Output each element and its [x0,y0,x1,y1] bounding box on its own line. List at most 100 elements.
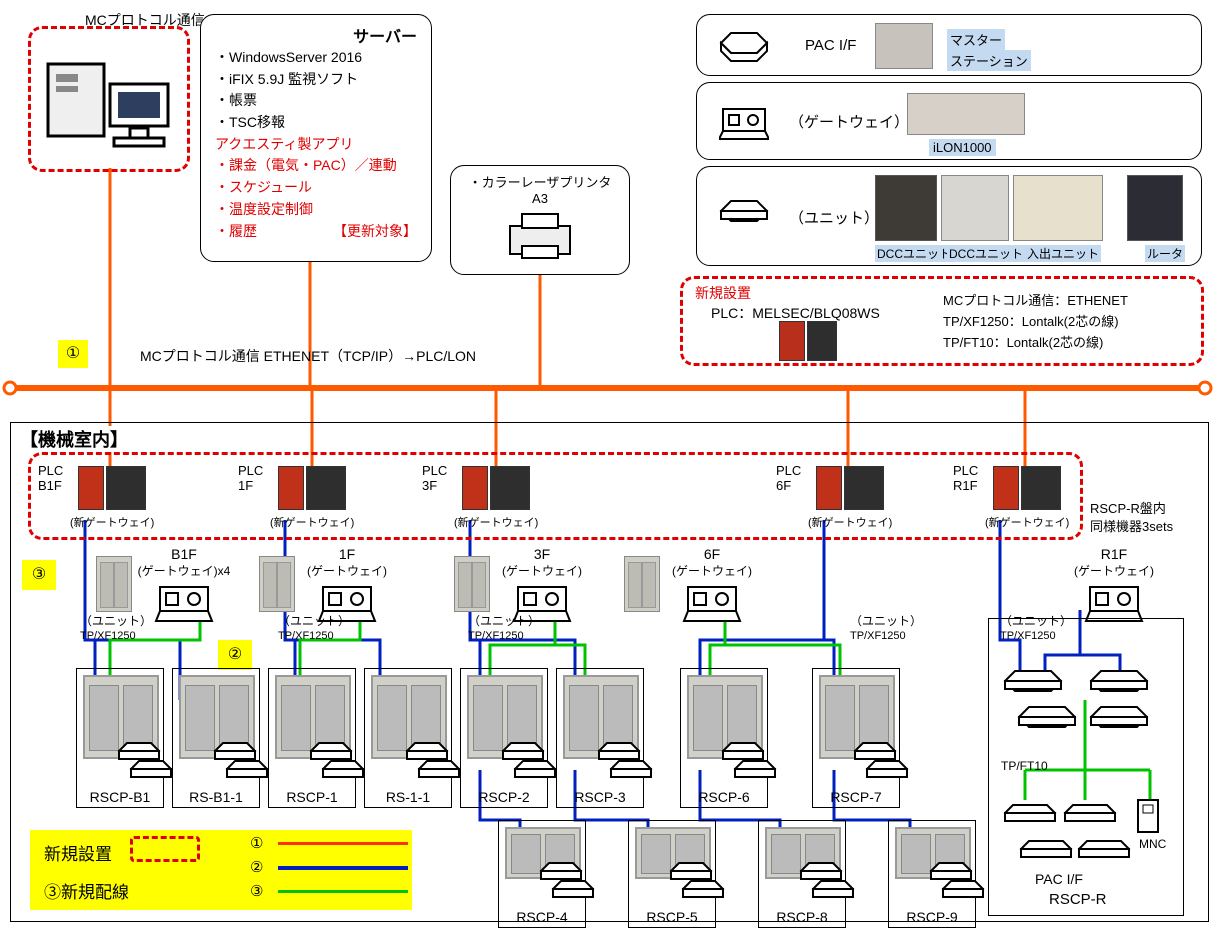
newplc-box: 新規設置 PLC：MELSEC/BLQ08WS MCプロトコル通信：ETHENE… [680,276,1204,366]
unit-lab-2: 入出ユニット [1025,245,1101,262]
server-box: サーバー ・WindowsServer 2016 ・iFIX 5.9J 監視ソフ… [200,14,432,262]
marker-3: ③ [22,560,56,590]
unitlab-1: （ユニット）TP/XF1250 [278,614,350,644]
unit-title: （ユニット） [789,207,879,228]
unit-photo-3 [1127,175,1183,241]
gw-photo-3 [624,556,660,612]
srv-r3: ・温度設定制御 [215,199,417,221]
protocol-line: MCプロトコル通信 ETHENET（TCP/IP）→PLC/LON [140,346,476,366]
legend-line-2 [278,866,408,870]
unitlab-2: （ユニット）TP/XF1250 [468,614,540,644]
rscp-r-unit-1 [1003,667,1063,699]
pacif-title: PAC I/F [805,37,856,54]
gateway-sub: iLON1000 [929,139,996,156]
plc-2: PLC 3F (新ゲートウェイ) [462,460,552,536]
panel-RS-1-1: RS-1-1 [364,668,452,808]
legend-dash-sample [130,836,200,862]
pacif-m1: ステーション [947,50,1031,71]
plc-1: PLC 1F (新ゲートウェイ) [278,460,368,536]
unit-photo-2 [1013,175,1103,241]
printer-box: ・カラーレーザプリンタ A3 [450,165,630,275]
unitlab-3: （ユニット）TP/XF1250 [850,614,922,644]
panel-RSCP-2: RSCP-2 [460,668,548,808]
legend-line-3 [278,890,408,893]
panel-RSCP-4: RSCP-4 [498,820,586,928]
printer-l2: A3 [451,191,629,206]
rscp-r-pacif: PAC I/F [1035,871,1083,887]
gateway-0: B1F (ゲートウェイ)x4 [134,546,234,623]
unit-box: （ユニット） DCCユニット DCCユニット 入出ユニット ルータ [696,166,1202,266]
unitlab-0: （ユニット）TP/XF1250 [80,614,152,644]
rscp-r-mnc-icon [1135,797,1161,835]
gateway-box: （ゲートウェイ） iLON1000 [696,82,1202,160]
legend-new: 新規設置 [44,840,112,865]
computer-label: MCプロトコル通信 [85,10,205,30]
printer-icon [500,208,580,263]
plc-0: PLC B1F (新ゲートウェイ) [78,460,168,536]
panel-RS-B1-1: RS-B1-1 [172,668,260,808]
plc-4: PLC R1F (新ゲートウェイ) [993,460,1083,536]
unit-photo-1 [941,175,1009,241]
srv-l1: ・iFIX 5.9J 監視ソフト [215,69,417,91]
unit-photo-0 [875,175,937,241]
gateway-1: 1F (ゲートウェイ) [297,546,397,623]
panel-RSCP-3: RSCP-3 [556,668,644,808]
rscp-r-unit-4 [1089,703,1149,735]
newplc-header: 新規設置 [695,283,751,303]
gateway-3: 6F (ゲートウェイ) [662,546,762,623]
rscp-r-dev-c [1019,837,1073,867]
panel-RSCP-7: RSCP-7 [812,668,900,808]
unit-lab-0: DCCユニット [875,245,953,262]
gateway-title: （ゲートウェイ） [789,111,909,132]
newplc-r2: TP/FT10：Lontalk(2芯の線) [943,333,1128,354]
rscp-r-label: RSCP-R [1049,891,1107,908]
legend-box: 新規設置 ③新規配線 ① ② ③ [30,830,412,910]
rscp-r-box: TP/FT10 MNC PAC I/F RSCP-R [988,618,1184,916]
rscp-r-mnc: MNC [1139,837,1166,851]
newplc-r1: TP/XF1250：Lontalk(2芯の線) [943,312,1128,333]
computer-icon [40,56,180,166]
pacif-m0: マスター [947,29,1005,50]
room-title: 【機械室内】 [18,426,130,452]
marker-1: ① [58,340,88,368]
gateway-4: R1F (ゲートウェイ) [1064,546,1164,623]
plc-strip [28,452,1083,540]
pacif-device-icon [719,29,769,63]
newplc-r0: MCプロトコル通信：ETHENET [943,291,1128,312]
legend-n2: ② [250,858,263,876]
newplc-plc: PLC：MELSEC/BLQ08WS [711,303,880,323]
srv-l3: ・TSC移報 [215,112,417,134]
legend-n1: ① [250,834,263,852]
legend-n3: ③ [250,882,263,900]
server-title: サーバー [215,23,417,47]
gw-photo-1 [259,556,295,612]
marker-2: ② [218,640,252,670]
unit-device-icon [719,197,769,231]
legend-wire: ③新規配線 [44,878,129,903]
panel-RSCP-5: RSCP-5 [628,820,716,928]
srv-l2: ・帳票 [215,90,417,112]
panel-RSCP-8: RSCP-8 [758,820,846,928]
gateway-2: 3F (ゲートウェイ) [492,546,592,623]
printer-l1: ・カラーレーザプリンタ [451,172,629,191]
rscp-r-unit-2 [1089,667,1149,699]
srv-update: 【更新対象】 [333,221,417,243]
legend-line-1 [278,842,408,845]
rscp-r-dev-a [1003,801,1057,831]
panel-RSCP-B1: RSCP-B1 [76,668,164,808]
gw-photo-0 [96,556,132,612]
gateway-device-icon [719,103,769,141]
panel-RSCP-1: RSCP-1 [268,668,356,808]
gw-photo-2 [454,556,490,612]
unit-lab-3: ルータ [1145,245,1185,262]
plc-3: PLC 6F (新ゲートウェイ) [816,460,906,536]
pacif-photo [875,23,933,69]
srv-r2: ・スケジュール [215,177,417,199]
panel-RSCP-9: RSCP-9 [888,820,976,928]
srv-r0: アクエスティ製アプリ [215,134,417,156]
gateway-photo [907,93,1025,135]
newplc-photo [779,321,839,361]
rscp-r-tpft10: TP/FT10 [1001,759,1048,773]
srv-r4: ・履歴 [215,221,257,243]
rscpr-l2: 同様機器3sets [1090,518,1173,536]
